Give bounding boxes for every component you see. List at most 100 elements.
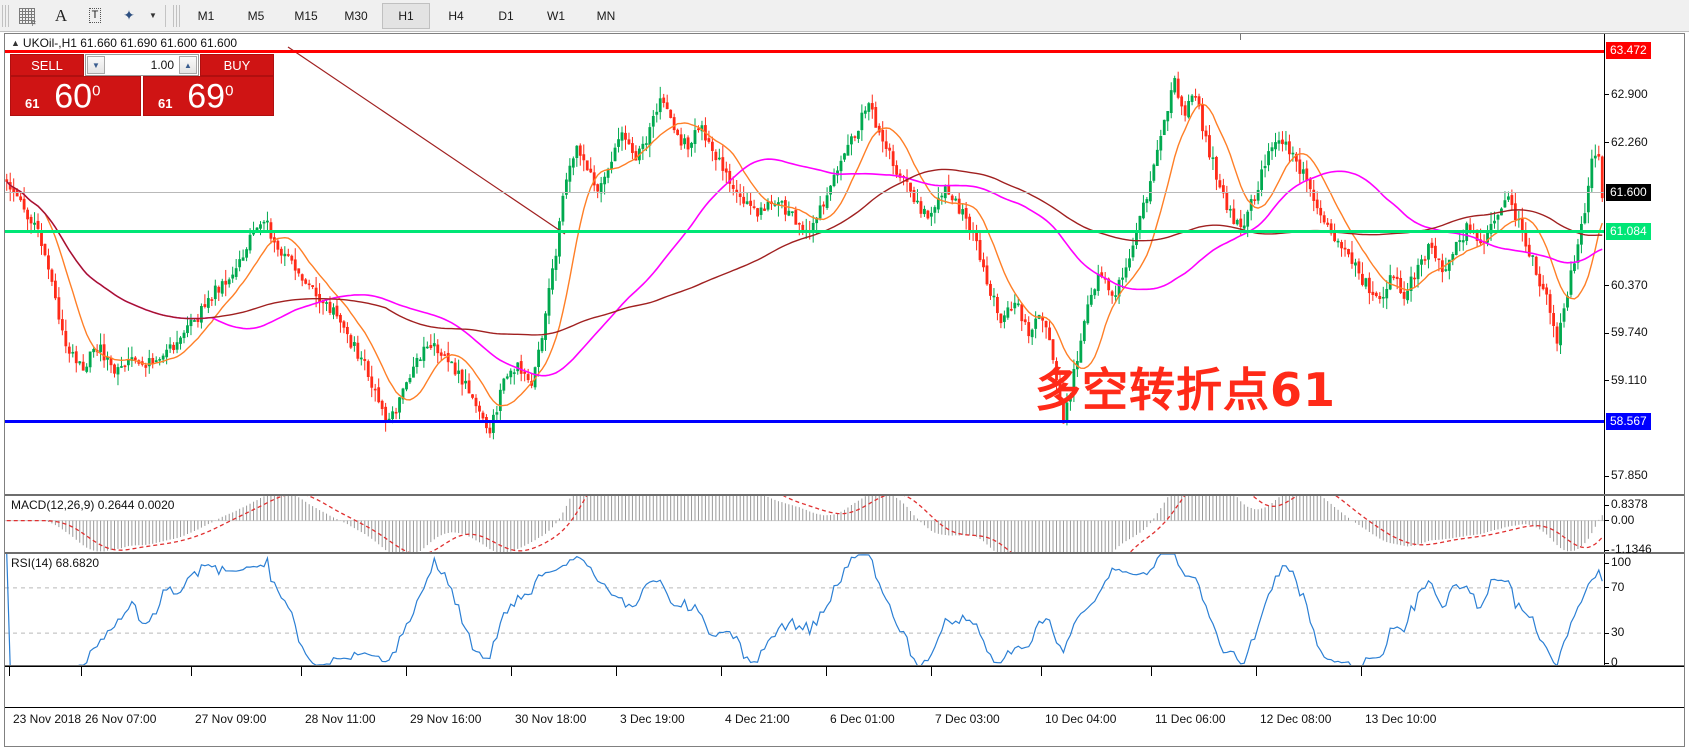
rsi-tick-label: 30 [1611,625,1625,640]
toolbar-drag-handle[interactable] [2,4,10,27]
rsi-label: RSI(14) 68.6820 [11,556,100,570]
timeframe-m1[interactable]: M1 [197,8,215,23]
sell-price-big: 60 [54,77,93,116]
time-label-13: 13 Dec 10:00 [1365,712,1437,726]
rsi-tick-label: 100 [1611,555,1632,569]
time-tick [511,667,512,676]
collapse-icon[interactable]: ▲ [11,38,20,48]
time-label-9: 7 Dec 03:00 [935,712,1000,726]
buy-button[interactable]: BUY [200,54,274,76]
buy-price-prefix: 61 [158,96,173,111]
timeframe-drag-handle[interactable] [173,4,181,27]
time-tick [931,667,932,676]
time-label-4: 29 Nov 16:00 [410,712,482,726]
time-label-8: 6 Dec 01:00 [830,712,895,726]
price-pane[interactable]: ▲ UKOil-,H1 61.660 61.690 61.600 61.600 多… [5,34,1684,495]
volume-stepper[interactable]: ▼ 1.00 ▲ [85,54,199,76]
objects-dropdown-caret-icon[interactable]: ▼ [149,11,157,20]
sell-price-button[interactable]: 61 600 [10,76,141,116]
price-tick-label: 60.370 [1611,277,1648,292]
macd-chart-svg [5,496,1604,552]
price-tick-label: 58.567 [1606,412,1651,430]
timeframe-mn[interactable]: MN [596,8,616,23]
time-tick [301,667,302,676]
price-tick-label: 59.110 [1611,372,1647,387]
buy-price-sup: 0 [225,82,234,100]
rsi-scale: 100 70 30 0 [1604,554,1684,669]
timeframe-d1[interactable]: D1 [498,8,514,23]
price-chart-svg [5,46,1604,440]
time-label-0: 23 Nov 2018 [13,712,82,726]
volume-input[interactable]: 1.00 [106,55,178,75]
time-label-11: 11 Dec 06:00 [1155,712,1226,726]
time-tick [616,667,617,676]
time-label-5: 30 Nov 18:00 [515,712,587,726]
level-line-58.567 [5,420,1604,424]
text-label-icon[interactable]: A [54,5,68,25]
timeframe-w1[interactable]: W1 [547,8,565,23]
crosshair-marker [1240,34,1241,40]
rsi-chart-svg [5,554,1604,665]
time-tick [1151,667,1152,676]
level-line-61.6 [5,192,1604,194]
macd-label: MACD(12,26,9) 0.2644 0.0020 [11,498,175,512]
sell-button[interactable]: SELL [10,54,84,76]
time-label-7: 4 Dec 21:00 [725,712,790,726]
timeframe-h4[interactable]: H4 [448,8,464,23]
rsi-tick-label: 0 [1611,655,1618,669]
price-tick-label: 61.084 [1606,222,1651,240]
toolbar-separator [165,4,166,27]
timeframe-group: M1 M5 M15 M30 H1 H4 D1 W1 MN [181,2,631,29]
buy-price-big: 69 [187,77,226,116]
volume-down-icon[interactable]: ▼ [87,56,105,74]
macd-pane[interactable]: MACD(12,26,9) 0.2644 0.0020 0.8378 0.00 -1… [5,495,1684,556]
time-tick [406,667,407,676]
macd-scale: 0.8378 0.00 -1.1346 [1604,496,1684,556]
macd-plot-area[interactable] [5,496,1604,552]
price-tick-label: 59.740 [1611,325,1648,340]
macd-tick-label: -1.1346 [1611,542,1652,556]
price-tick-label: 62.900 [1611,86,1648,101]
macd-tick-label: 0.00 [1611,512,1635,527]
rsi-pane[interactable]: RSI(14) 68.6820 100 70 30 0 [5,553,1684,669]
time-label-12: 12 Dec 08:00 [1260,712,1332,726]
level-line-63.472 [5,49,1604,53]
chart-frame: ▲ UKOil-,H1 61.660 61.690 61.600 61.600 多… [4,33,1685,747]
symbol-header-text: UKOil-,H1 61.660 61.690 61.600 61.600 [22,36,238,50]
timeframe-m30[interactable]: M30 [344,8,368,23]
time-tick [721,667,722,676]
time-label-3: 28 Nov 11:00 [305,712,376,726]
chart-annotation: 多空转折点61 [1035,363,1337,417]
time-tick [191,667,192,676]
time-scale[interactable]: 23 Nov 2018 26 Nov 07:00 27 Nov 09:00 28 No… [5,666,1684,746]
toolbar: A T ✦ ▼ M1 M5 M15 M30 H1 H4 D1 W1 MN [0,0,1689,32]
price-tick-label: 62.260 [1611,134,1648,149]
time-tick [826,667,827,676]
price-plot-area[interactable] [5,34,1604,494]
timeframe-m15[interactable]: M15 [294,8,318,23]
volume-up-icon[interactable]: ▲ [179,56,197,74]
macd-tick-label: 0.8378 [1611,497,1648,511]
objects-icon[interactable]: ✦ [123,7,135,23]
price-tick-label: 61.600 [1606,183,1651,201]
timeframe-h1[interactable]: H1 [382,2,430,29]
rsi-tick-label: 70 [1611,579,1625,594]
buy-price-button[interactable]: 61 690 [143,76,274,116]
rsi-plot-area[interactable] [5,554,1604,665]
time-label-2: 27 Nov 09:00 [195,712,267,726]
price-scale[interactable]: 63.472 62.900 62.260 61.600 61.084 60.370 59.7… [1604,34,1684,494]
price-tick-label: 57.850 [1611,468,1648,483]
time-scale-divider [5,707,1684,708]
timeframe-m5[interactable]: M5 [247,8,265,23]
text-box-icon[interactable]: T [79,2,111,30]
time-tick [81,667,82,676]
one-click-top-row: SELL ▼ 1.00 ▲ BUY [10,54,274,76]
time-tick [1041,667,1042,676]
sell-price-sup: 0 [92,82,101,100]
one-click-trading-panel[interactable]: SELL ▼ 1.00 ▲ BUY 61 600 61 690 [10,54,274,116]
sell-price-prefix: 61 [25,96,40,111]
crosshair-f-icon[interactable] [11,2,43,30]
time-label-6: 3 Dec 19:00 [620,712,685,726]
symbol-header: ▲ UKOil-,H1 61.660 61.690 61.600 61.600 [11,36,237,50]
